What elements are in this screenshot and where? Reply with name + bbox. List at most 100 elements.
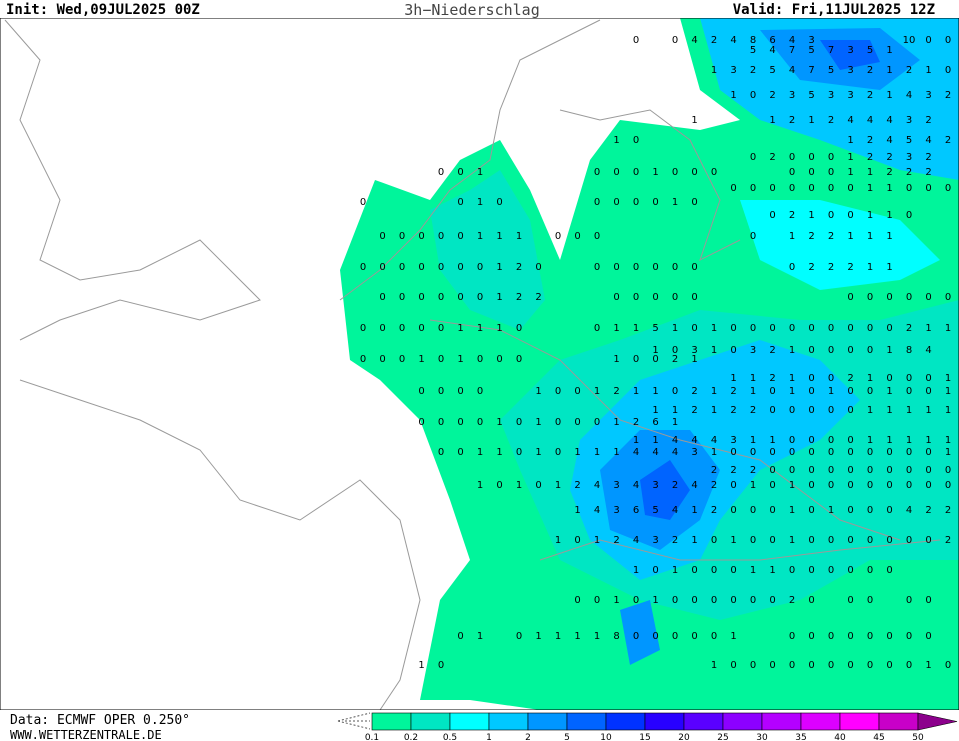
grid-value: 0: [808, 660, 814, 671]
colorbar-box: [761, 712, 802, 731]
data-source: Data: ECMWF OPER 0.250°: [10, 713, 190, 728]
grid-value: 3: [847, 90, 853, 101]
grid-value: 4: [594, 480, 600, 491]
grid-value: 1: [633, 435, 639, 446]
grid-value: 1: [613, 323, 619, 334]
grid-value: 0: [360, 197, 366, 208]
grid-value: 1: [769, 115, 775, 126]
grid-value: 0: [438, 417, 444, 428]
grid-value: 1: [906, 435, 912, 446]
band-5: [640, 460, 690, 520]
grid-value: 2: [925, 505, 931, 516]
grid-value: 1: [730, 631, 736, 642]
grid-value: 4: [711, 435, 717, 446]
grid-value: 3: [925, 90, 931, 101]
grid-value: 0: [867, 292, 873, 303]
grid-value: 0: [555, 447, 561, 458]
grid-value: 1: [535, 386, 541, 397]
grid-value: 0: [750, 505, 756, 516]
grid-value: 1: [613, 417, 619, 428]
grid-value: 1: [867, 405, 873, 416]
grid-value: 0: [906, 660, 912, 671]
grid-value: 1: [477, 631, 483, 642]
grid-value: 0: [867, 480, 873, 491]
grid-value: 0: [808, 373, 814, 384]
grid-value: 1: [867, 167, 873, 178]
grid-value: 3: [691, 345, 697, 356]
grid-value: 0: [906, 292, 912, 303]
grid-value: 8: [906, 345, 912, 356]
grid-value: 2: [711, 480, 717, 491]
colorbar-label: 2: [525, 733, 531, 741]
grid-value: 0: [672, 167, 678, 178]
grid-value: 0: [633, 197, 639, 208]
grid-value: 1: [672, 405, 678, 416]
grid-value: 0: [457, 167, 463, 178]
grid-value: 0: [906, 595, 912, 606]
grid-value: 1: [516, 480, 522, 491]
colorbar-box: [371, 712, 412, 731]
grid-value: 2: [691, 405, 697, 416]
grid-value: 0: [867, 323, 873, 334]
grid-value: 4: [652, 447, 658, 458]
grid-value: 4: [633, 535, 639, 546]
grid-value: 0: [808, 435, 814, 446]
grid-value: 0: [633, 595, 639, 606]
colorbar-tail: [337, 712, 371, 730]
grid-value: 2: [789, 115, 795, 126]
grid-value: 1: [691, 354, 697, 365]
colorbar-label: 5: [564, 733, 570, 741]
grid-value: 0: [652, 631, 658, 642]
grid-value: 0: [477, 262, 483, 273]
grid-value: 0: [672, 631, 678, 642]
band-0-5: [740, 200, 940, 290]
grid-value: 4: [672, 505, 678, 516]
grid-value: 0: [574, 386, 580, 397]
grid-value: 2: [945, 535, 951, 546]
grid-value: 1: [652, 435, 658, 446]
grid-value: 0: [828, 152, 834, 163]
grid-value: 1: [613, 447, 619, 458]
grid-value: 8: [613, 631, 619, 642]
grid-value: 0: [750, 535, 756, 546]
colorbar-label: 30: [756, 733, 768, 741]
grid-value: 0: [847, 405, 853, 416]
grid-value: 0: [594, 197, 600, 208]
grid-value: 0: [945, 660, 951, 671]
grid-value: 0: [691, 323, 697, 334]
grid-value: 0: [828, 631, 834, 642]
grid-value: 0: [555, 386, 561, 397]
grid-value: 0: [789, 167, 795, 178]
grid-value: 1: [828, 386, 834, 397]
grid-value: 0: [867, 505, 873, 516]
grid-value: 0: [691, 197, 697, 208]
grid-value: 0: [457, 231, 463, 242]
grid-value: 0: [438, 167, 444, 178]
grid-value: 2: [672, 535, 678, 546]
grid-value: 0: [535, 262, 541, 273]
grid-value: 1: [633, 386, 639, 397]
grid-value: 6: [769, 35, 775, 46]
colorbar-box: [644, 712, 685, 731]
grid-value: 3: [789, 90, 795, 101]
grid-value: 1: [496, 447, 502, 458]
grid-value: 0: [535, 480, 541, 491]
grid-value: 2: [750, 465, 756, 476]
grid-value: 2: [867, 65, 873, 76]
grid-value: 0: [594, 231, 600, 242]
grid-value: 0: [847, 386, 853, 397]
grid-value: 0: [789, 323, 795, 334]
grid-value: 2: [867, 90, 873, 101]
grid-value: 2: [730, 386, 736, 397]
grid-value: 2: [828, 262, 834, 273]
grid-value: 1: [789, 505, 795, 516]
grid-value: 0: [379, 262, 385, 273]
grid-value: 0: [808, 595, 814, 606]
grid-value: 1: [652, 595, 658, 606]
grid-value: 0: [594, 323, 600, 334]
grid-value: 4: [867, 115, 873, 126]
grid-value: 3: [613, 480, 619, 491]
grid-value: 0: [867, 465, 873, 476]
grid-value: 1: [886, 231, 892, 242]
grid-value: 1: [808, 210, 814, 221]
